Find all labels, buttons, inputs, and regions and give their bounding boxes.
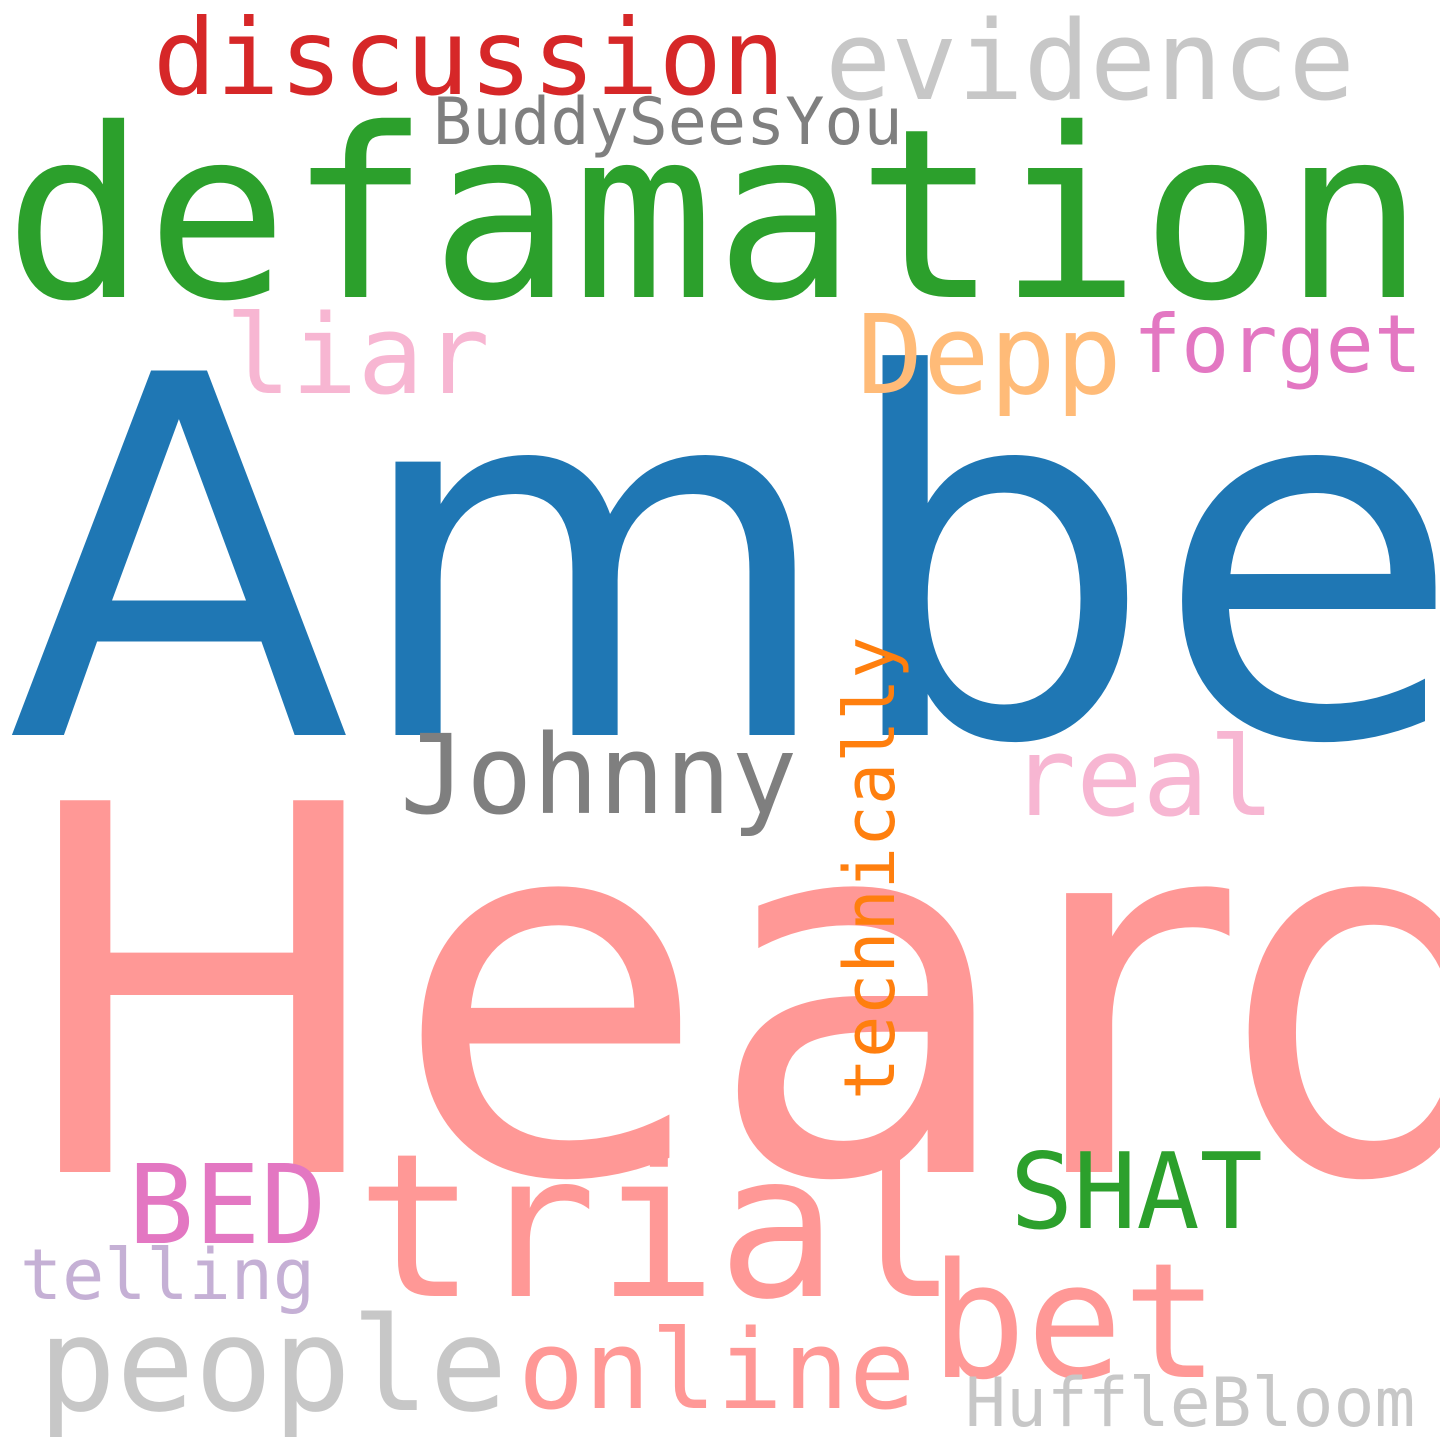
word-trial: trial [356,1111,959,1344]
word-bed: BED [128,1141,327,1269]
word-discussion: discussion [153,0,786,119]
word-forget: forget [1133,298,1422,391]
word-defamation: defamation [4,78,1425,353]
word-bet: bet [930,1228,1219,1415]
word-heard: Heard [10,700,1440,1293]
word-shat: SHAT [1010,1131,1263,1253]
word-online: online [518,1306,916,1434]
word-people: people [38,1289,508,1440]
word-buddyseesyou: BuddySeesYou [433,85,903,160]
word-real: real [1010,713,1275,841]
word-amber: Amber [8,271,1440,853]
word-depp: Depp [857,291,1122,419]
word-johnny: Johnny [400,711,798,839]
word-evidence: evidence [825,0,1355,125]
word-liar: liar [225,291,490,419]
word-telling: telling [20,1234,316,1316]
word-hufflebloom: HuffleBloom [965,1364,1416,1440]
word-technically: technically [829,636,911,1100]
